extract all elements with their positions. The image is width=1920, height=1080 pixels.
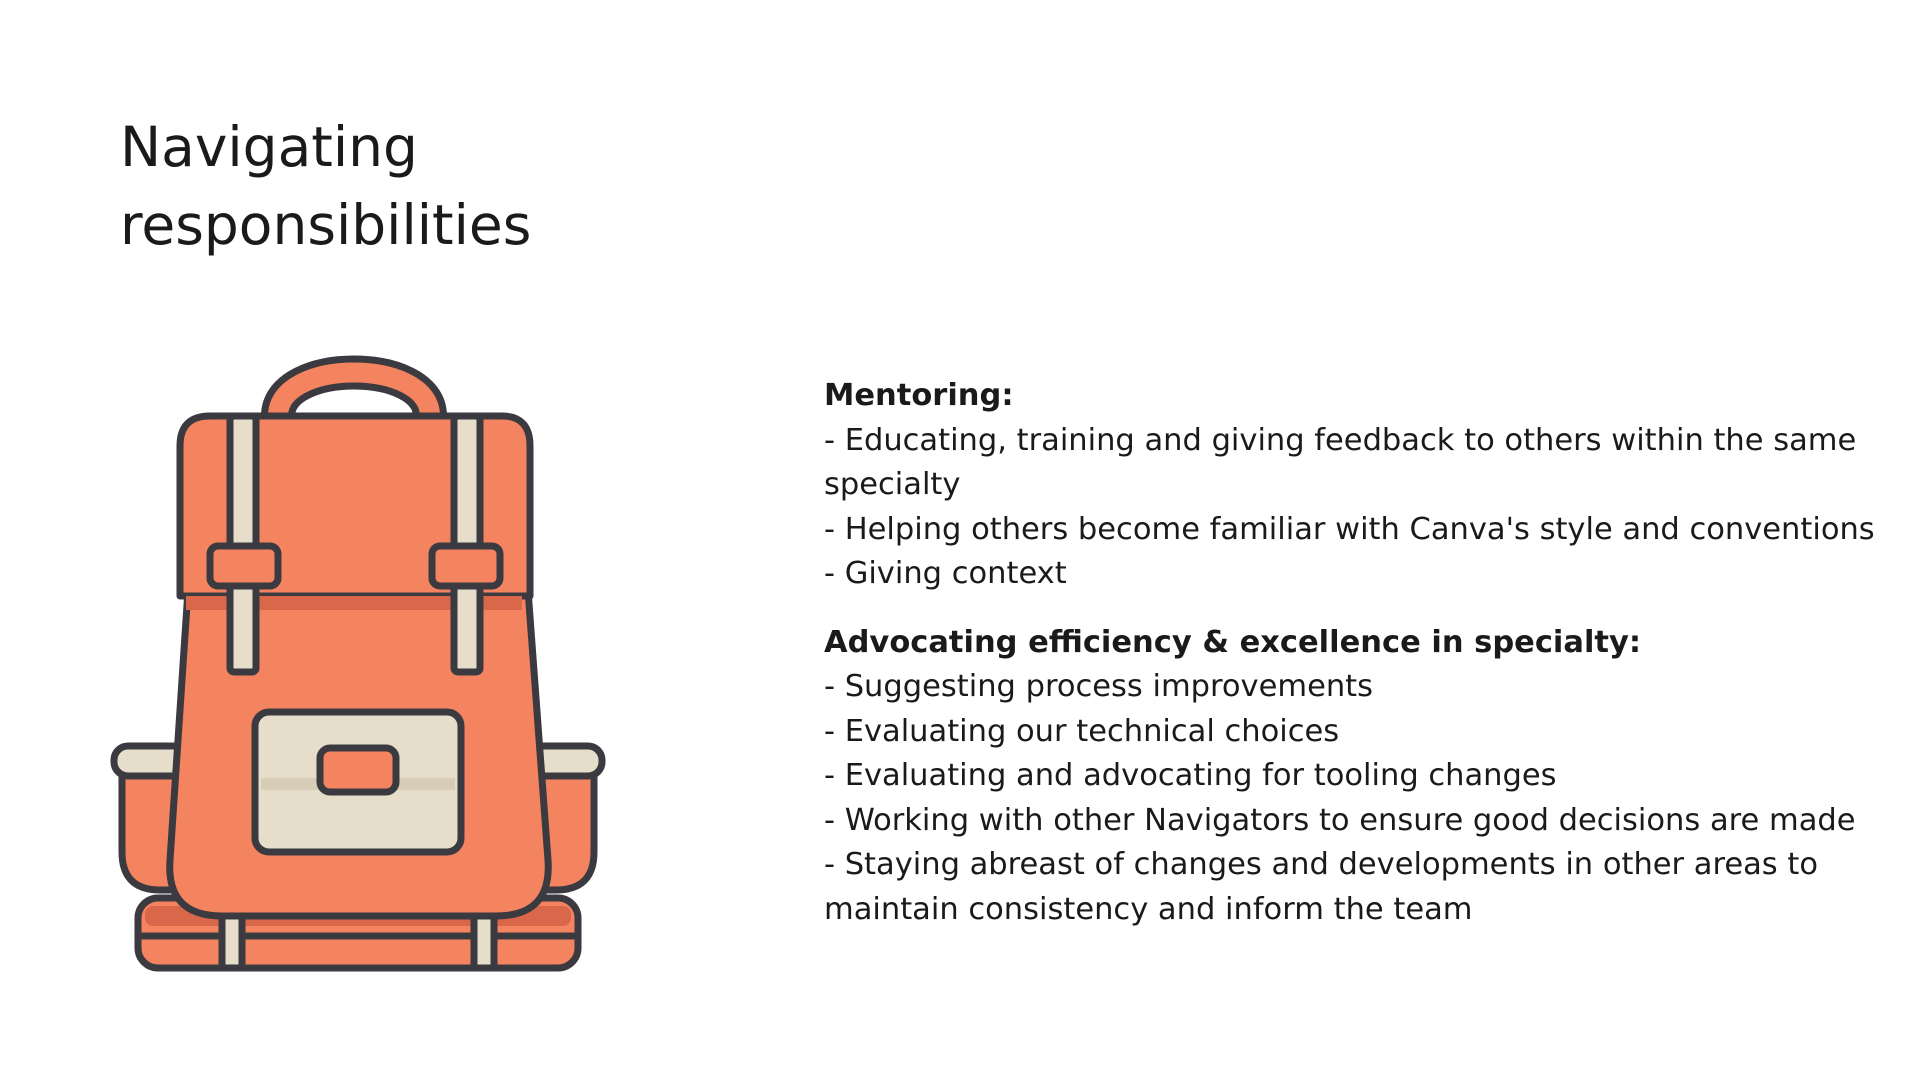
list-item: - Educating, training and giving feedbac… — [824, 422, 1857, 503]
advocating-section: Advocating efficiency & excellence in sp… — [824, 621, 1884, 933]
section-heading: Mentoring: — [824, 378, 1014, 413]
list-item: - Giving context — [824, 556, 1067, 591]
slide-title-line-1: Navigating — [120, 115, 418, 179]
list-item: - Working with other Navigators to ensur… — [824, 802, 1856, 838]
list-item: - Suggesting process improvements — [824, 669, 1374, 704]
section-heading: Advocating efficiency & excellence in sp… — [824, 624, 1642, 660]
list-item: - Helping others become familiar with Ca… — [824, 511, 1875, 547]
mentoring-section: Mentoring: - Educating, training and giv… — [824, 374, 1884, 597]
list-item: - Staying abreast of changes and develop… — [824, 847, 1818, 927]
responsibilities-list: Mentoring: - Educating, training and giv… — [824, 374, 1884, 932]
list-item: - Evaluating our technical choices — [824, 713, 1340, 749]
backpack-icon — [100, 350, 620, 990]
list-item: - Evaluating and advocating for tooling … — [824, 758, 1557, 793]
slide-title-line-2: responsibilities — [120, 193, 532, 257]
slide-title: Navigating responsibilities — [120, 108, 820, 264]
